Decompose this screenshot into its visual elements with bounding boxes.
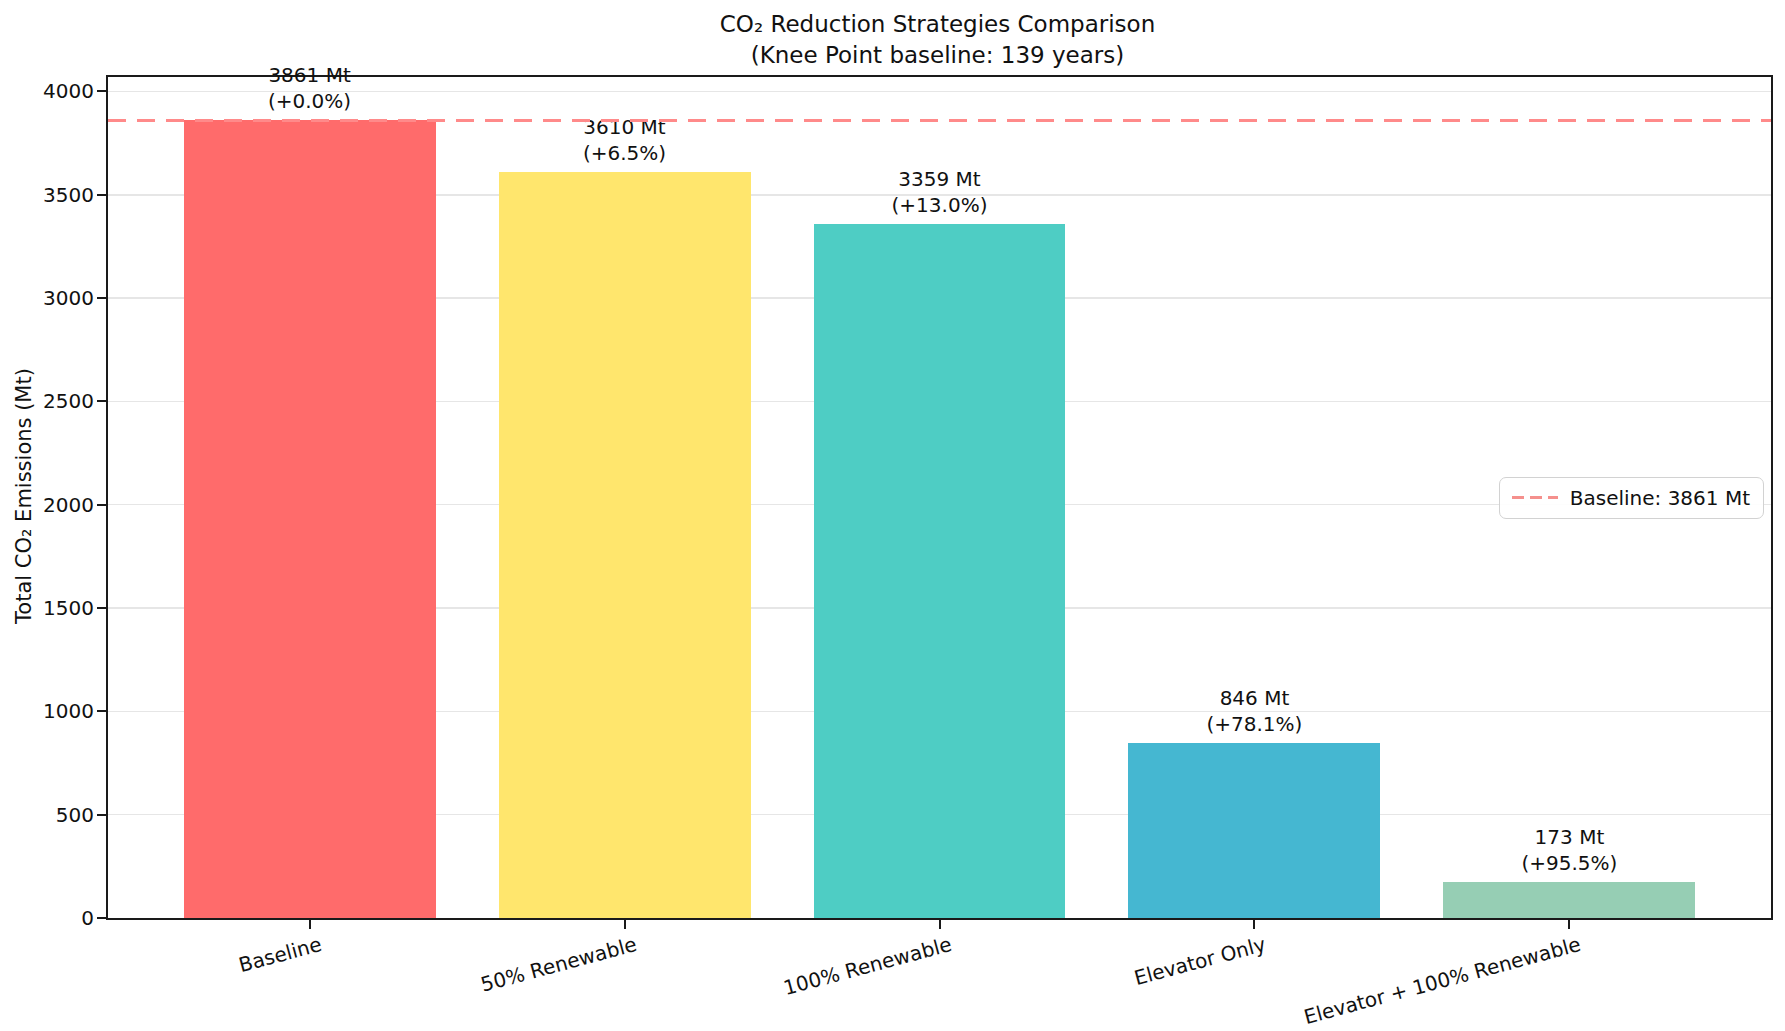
bar-percent-label: (+13.0%) [740,192,1140,218]
bar [814,224,1066,918]
bar-value-label: 3861 Mt [110,62,510,88]
legend: Baseline: 3861 Mt [1499,477,1764,519]
bar-percent-label: (+6.5%) [425,140,825,166]
bar-percent-label: (+0.0%) [110,88,510,114]
bar [499,172,751,918]
legend-label: Baseline: 3861 Mt [1570,486,1750,510]
x-tick [939,920,941,929]
y-tick-label: 4000 [4,79,94,103]
bar-percent-label: (+78.1%) [1054,711,1454,737]
y-tick [97,297,106,299]
y-tick [97,917,106,919]
y-tick [97,607,106,609]
x-tick [309,920,311,929]
bar-chart-figure: CO₂ Reduction Strategies Comparison (Kne… [0,0,1785,1031]
y-tick-label: 3500 [4,183,94,207]
x-tick [624,920,626,929]
baseline-line [108,119,1771,122]
y-tick [97,400,106,402]
x-tick [1253,920,1255,929]
bar-value-label: 173 Mt [1369,824,1769,850]
y-tick [97,814,106,816]
bar-value-label: 3359 Mt [740,166,1140,192]
bar-annotation: 3359 Mt(+13.0%) [740,166,1140,218]
bar-percent-label: (+95.5%) [1369,850,1769,876]
bar [184,120,436,918]
plot-area: 050010001500200025003000350040003861 Mt(… [106,75,1773,920]
y-tick [97,504,106,506]
bar [1443,882,1695,918]
y-tick [97,194,106,196]
y-tick-label: 2500 [4,389,94,413]
bar-annotation: 3861 Mt(+0.0%) [110,62,510,114]
bar-value-label: 846 Mt [1054,685,1454,711]
x-tick-label: Baseline [0,932,324,1031]
y-tick-label: 1000 [4,699,94,723]
baseline-dash-icon [1512,496,1558,500]
chart-title-line1: CO₂ Reduction Strategies Comparison [106,9,1769,40]
y-tick-label: 500 [4,803,94,827]
bar-annotation: 3610 Mt(+6.5%) [425,114,825,166]
y-tick-label: 1500 [4,596,94,620]
bar [1128,743,1380,918]
y-tick-label: 2000 [4,493,94,517]
bar-annotation: 846 Mt(+78.1%) [1054,685,1454,737]
x-tick [1568,920,1570,929]
y-tick-label: 3000 [4,286,94,310]
y-tick [97,710,106,712]
y-tick [97,90,106,92]
bar-annotation: 173 Mt(+95.5%) [1369,824,1769,876]
y-tick-label: 0 [4,906,94,930]
